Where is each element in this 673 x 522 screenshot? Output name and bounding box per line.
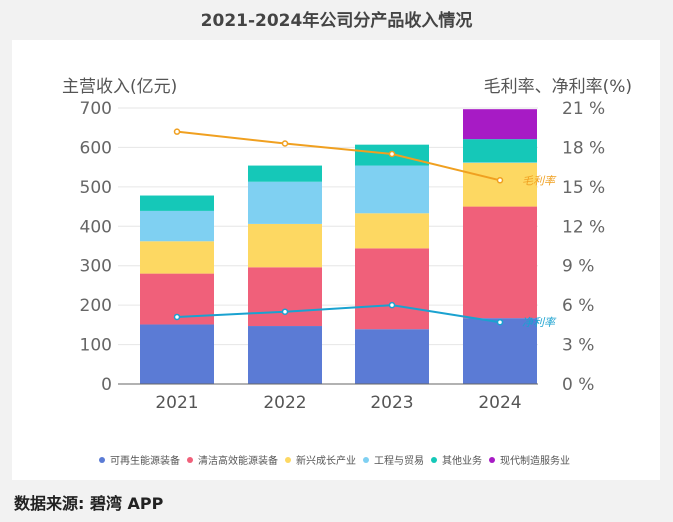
legend-label: 可再生能源装备 [110,454,180,467]
bar-segment [463,206,537,319]
chart-title: 2021-2024年公司分产品收入情况 [200,11,473,31]
bar-segment [140,195,214,211]
y-tick-label: 400 [80,217,112,237]
x-tick-label: 2021 [155,393,198,413]
line-end-label: 净利率 [522,316,557,329]
x-tick-label: 2022 [263,393,306,413]
line-end-label: 毛利率 [522,174,557,187]
line-series [176,130,501,182]
bar-segment [355,213,429,249]
y-tick-label: 700 [80,99,112,119]
y2-tick-label: 0 % [562,375,594,395]
bar-segment [355,329,429,384]
line-point [173,128,181,135]
legend-label: 新兴成长产业 [296,454,356,467]
line-point [281,308,289,315]
bar-segment [248,223,322,268]
x-tick-label: 2024 [478,393,521,413]
bar-segment [248,326,322,384]
legend-label: 其他业务 [442,454,482,467]
data-source: 数据来源: 碧湾 APP [14,494,164,513]
bar-segment [463,139,537,163]
bar-segment [248,267,322,327]
y2-tick-label: 3 % [562,336,594,356]
legend-marker [285,457,291,463]
line-point [496,177,504,184]
legend-marker [363,457,369,463]
y-tick-label: 100 [80,336,112,356]
bar-segment [248,165,322,182]
bar-segment [463,109,537,140]
bar-segment [248,181,322,224]
bar-segment [463,162,537,207]
y-tick-label: 300 [80,257,112,277]
line-point [173,313,181,321]
y-tick-label: 600 [80,138,112,158]
bar-segment [140,210,214,242]
y2-tick-label: 18 % [562,138,605,158]
bar-segment [355,165,429,214]
legend-label: 清洁高效能源装备 [198,454,278,467]
legend-marker [99,457,105,463]
bar-segment [355,248,429,330]
line-series [176,304,501,324]
y-tick-label: 500 [80,178,112,198]
y2-tick-label: 15 % [562,178,605,198]
y-tick-label: 200 [80,296,112,316]
legend-marker [489,457,495,463]
y2-tick-label: 12 % [562,217,605,237]
y-tick-label: 0 [101,375,112,395]
bar-segment [140,324,214,384]
y2-tick-label: 9 % [562,257,594,277]
line-point [496,318,504,326]
y2-axis-title: 毛利率、净利率(%) [484,77,632,97]
legend-label: 工程与贸易 [374,455,424,467]
x-tick-label: 2023 [370,393,413,413]
bar-segment [140,241,214,274]
legend-label: 现代制造服务业 [500,454,570,467]
line-point [388,301,396,309]
chart-panel [12,40,660,480]
legend-marker [187,457,193,463]
line-point [281,140,289,147]
legend-marker [431,457,437,463]
line-point [388,150,396,158]
y2-tick-label: 21 % [562,99,605,119]
y-axis-title: 主营收入(亿元) [62,77,177,97]
y2-tick-label: 6 % [562,296,594,316]
bar-segment [463,318,537,384]
